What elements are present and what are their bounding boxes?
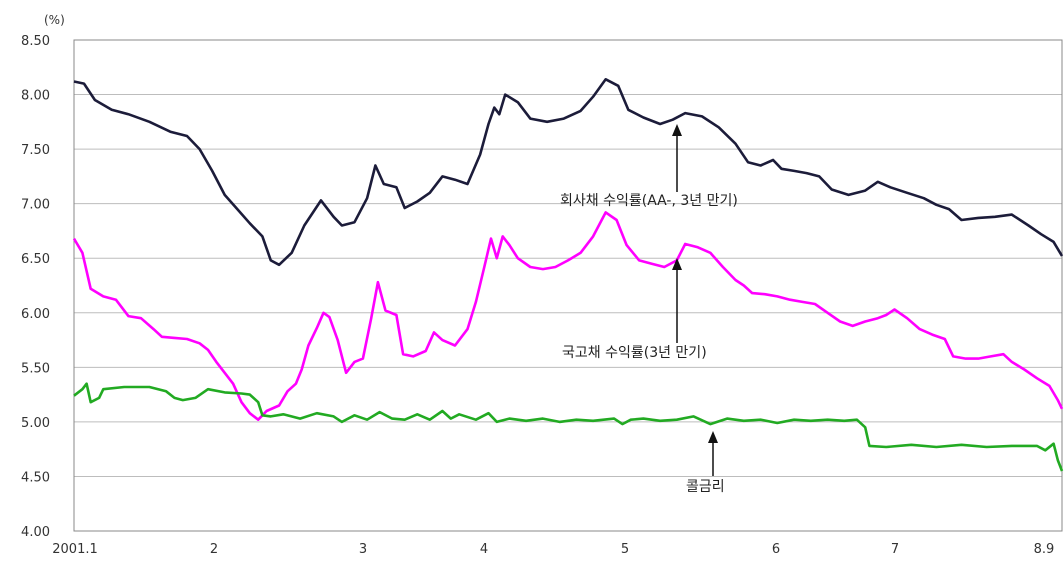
series-line-1: [72, 211, 1064, 421]
label-corporate-bond: 회사채 수익률(AA-, 3년 만기): [560, 193, 738, 209]
series-line-0: [73, 78, 1064, 267]
x-tick-label: 6: [772, 542, 780, 557]
arrow-head-corporate-bond: [672, 124, 682, 136]
x-tick-label: 4: [480, 542, 488, 557]
x-tick-label: 8.9: [1034, 542, 1055, 557]
y-tick-label: 8.50: [21, 34, 50, 49]
x-tick-label: 2: [210, 542, 218, 557]
grid-lines: [74, 94, 1062, 477]
x-tick-label: 5: [621, 542, 629, 557]
label-treasury-bond: 국고채 수익률(3년 만기): [562, 345, 707, 361]
plot-frame: [73, 39, 1063, 532]
x-tick-label: 7: [891, 542, 899, 557]
y-tick-label: 8.00: [21, 89, 50, 104]
y-tick-label: 5.50: [21, 361, 50, 376]
y-axis-ticks: 8.50 8.00 7.50 7.00 6.50 6.00 5.50 5.00 4.50 4.00: [21, 34, 50, 540]
annotation-call-rate: 콜금리: [686, 431, 725, 495]
y-tick-label: 4.50: [21, 470, 50, 485]
x-tick-label: 2001.1: [52, 542, 98, 557]
series-lines: [72, 78, 1064, 472]
y-tick-label: 7.00: [21, 198, 50, 213]
y-tick-label: 6.00: [21, 307, 50, 322]
arrow-head-treasury-bond: [672, 258, 682, 270]
x-axis-ticks: 2001.1 2 3 4 5 6 7 8.9: [52, 542, 1054, 557]
annotation-corporate-bond: 회사채 수익률(AA-, 3년 만기): [560, 124, 738, 209]
arrow-head-call-rate: [708, 431, 718, 443]
label-call-rate: 콜금리: [686, 479, 725, 495]
annotation-treasury-bond: 국고채 수익률(3년 만기): [562, 258, 707, 361]
y-tick-label: 6.50: [21, 252, 50, 267]
x-tick-label: 3: [359, 542, 367, 557]
y-tick-label: 5.00: [21, 416, 50, 431]
unit-label: (%): [44, 13, 65, 27]
series-line-2: [73, 382, 1064, 472]
y-tick-label: 4.00: [21, 525, 50, 540]
y-tick-label: 7.50: [21, 143, 50, 158]
